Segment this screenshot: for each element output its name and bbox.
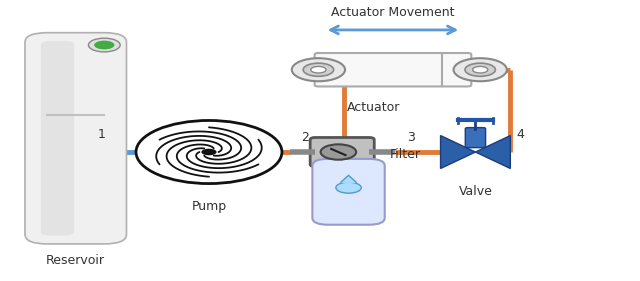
- Text: 3: 3: [407, 131, 415, 144]
- FancyBboxPatch shape: [312, 159, 385, 225]
- Circle shape: [94, 41, 115, 49]
- Text: Reservoir: Reservoir: [46, 253, 105, 267]
- FancyBboxPatch shape: [465, 128, 486, 148]
- Text: Filter: Filter: [390, 148, 420, 161]
- Text: Valve: Valve: [458, 185, 492, 198]
- Circle shape: [136, 121, 282, 183]
- FancyBboxPatch shape: [315, 53, 471, 87]
- Circle shape: [303, 63, 333, 76]
- FancyBboxPatch shape: [41, 41, 74, 236]
- Text: 1: 1: [97, 128, 105, 141]
- Text: 4: 4: [516, 128, 525, 141]
- Text: Actuator: Actuator: [348, 101, 401, 114]
- Circle shape: [88, 38, 120, 52]
- Circle shape: [472, 66, 488, 73]
- Text: 2: 2: [301, 131, 309, 144]
- Circle shape: [454, 58, 507, 81]
- Text: Pump: Pump: [191, 200, 227, 213]
- Text: Actuator Movement: Actuator Movement: [332, 6, 454, 19]
- Polygon shape: [440, 135, 476, 169]
- Circle shape: [336, 182, 361, 193]
- Circle shape: [202, 149, 216, 155]
- FancyBboxPatch shape: [25, 33, 127, 244]
- FancyBboxPatch shape: [310, 137, 374, 167]
- Circle shape: [311, 66, 326, 73]
- Circle shape: [465, 63, 495, 76]
- Polygon shape: [476, 135, 510, 169]
- Circle shape: [292, 58, 345, 81]
- Polygon shape: [341, 175, 356, 182]
- Circle shape: [321, 144, 356, 160]
